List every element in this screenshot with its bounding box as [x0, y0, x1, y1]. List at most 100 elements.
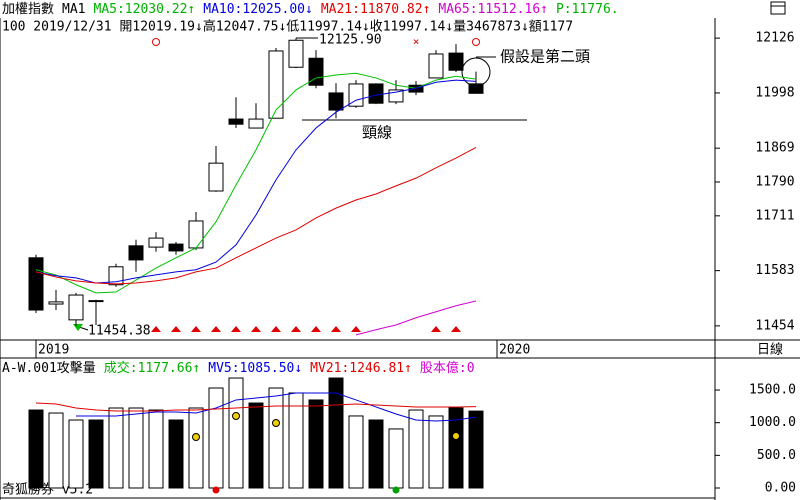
- signal-triangle: [171, 326, 181, 332]
- signal-circle: [152, 38, 160, 46]
- signal-triangle: [231, 326, 241, 332]
- signal-triangle: [291, 326, 301, 332]
- period-label: 2019: [38, 343, 69, 358]
- candle-body: [328, 92, 344, 111]
- header-item: MA21:11870.82↑: [321, 2, 431, 17]
- header-line2: 100 2019/12/31 開12019.19↓高12047.75↓低1199…: [2, 19, 573, 35]
- signal-triangle: [211, 326, 221, 332]
- signal-triangle: [431, 326, 441, 332]
- volume-bar: [28, 409, 44, 489]
- volume-bar: [388, 428, 404, 489]
- signal-triangle: [311, 326, 321, 332]
- volume-bar: [88, 419, 104, 489]
- ma-line: [35, 72, 477, 294]
- signal-triangle: [331, 326, 341, 332]
- header-item: MA1: [62, 2, 85, 17]
- signal-triangle: [351, 326, 361, 332]
- volume-bar: [108, 407, 124, 489]
- y-tick-label: 11711: [755, 208, 794, 223]
- signal-triangle: [151, 326, 161, 332]
- volume-bar: [408, 409, 424, 489]
- header-line1: 加權指數 MA1 MA5:12030.22↑ MA10:12025.00↓ MA21:1…: [2, 2, 619, 17]
- volume-header: A-W.001攻擊量 成交:1177.66↑ MV5:1085.50↓ MV21:12…: [2, 360, 475, 376]
- candle-body: [388, 89, 404, 103]
- volume-bar: [348, 415, 364, 489]
- low-marker: [73, 324, 83, 331]
- high-annotation: 12125.90: [319, 33, 382, 48]
- candle-body: [168, 243, 184, 252]
- candle-body: [448, 52, 464, 71]
- candle-body: [108, 266, 124, 286]
- window-icon[interactable]: [770, 1, 786, 15]
- volume-bar: [428, 415, 444, 489]
- signal-cross: ×: [413, 35, 420, 48]
- candle-body: [128, 245, 144, 261]
- callout: 假設是第二頭: [500, 48, 590, 66]
- candle-body: [208, 162, 224, 192]
- signal-dot: [452, 432, 460, 440]
- header-item: MA65:11512.16↑: [438, 2, 548, 17]
- y-tick-label: 500.0: [757, 448, 796, 463]
- y-tick-label: 11454: [755, 318, 794, 333]
- volume-bar: [448, 407, 464, 489]
- candle-body: [88, 300, 104, 303]
- candle-body: [368, 83, 384, 104]
- volume-bar: [148, 409, 164, 489]
- volume-bar: [168, 419, 184, 489]
- signal-dot: [272, 419, 280, 427]
- candle-body: [348, 83, 364, 107]
- header-item: MA5:12030.22↑: [94, 2, 196, 17]
- y-tick-label: 11998: [755, 85, 794, 100]
- header-item: A-W.001攻擊量: [2, 360, 96, 376]
- signal-triangle: [271, 326, 281, 332]
- candle-body: [288, 39, 304, 68]
- signal-dot: [192, 433, 200, 441]
- low-annotation: 11454.38: [88, 324, 151, 339]
- signal-dot: [232, 412, 240, 420]
- y-tick-label: 11583: [755, 263, 794, 278]
- candle-body: [148, 237, 164, 248]
- header-item: MV5:1085.50↓: [208, 361, 302, 376]
- y-tick-label: 11869: [755, 141, 794, 156]
- y-tick-label: 1000.0: [749, 415, 796, 430]
- header-item: P:11776.: [556, 2, 619, 17]
- timeframe: 日線: [757, 342, 783, 358]
- volume-bar: [128, 407, 144, 489]
- candle-body: [308, 57, 324, 86]
- signal-triangle: [191, 326, 201, 332]
- volume-bar: [228, 377, 244, 489]
- volume-bar: [288, 392, 304, 489]
- candle-body: [68, 294, 84, 321]
- header: 加權指數 MA1 MA5:12030.22↑ MA10:12025.00↓ MA21:1…: [2, 2, 619, 35]
- header-item: MA10:12025.00↓: [203, 2, 313, 17]
- header-item: 股本億:0: [420, 360, 475, 376]
- header-item: 加權指數: [2, 2, 54, 17]
- candle-body: [48, 301, 64, 305]
- candle-body: [28, 257, 44, 311]
- ma-line: [76, 392, 477, 422]
- period-label: 2020: [499, 343, 530, 358]
- signal-dot: [212, 486, 220, 494]
- y-tick-label: 11790: [755, 174, 794, 189]
- signal-dot: [392, 486, 400, 494]
- volume-bar: [48, 412, 64, 489]
- volume-bar: [68, 419, 84, 489]
- volume-bar: [468, 410, 484, 489]
- y-tick-label: 0.00: [765, 480, 796, 495]
- volume-bar: [248, 402, 264, 489]
- volume-bar: [208, 387, 224, 489]
- candle-body: [188, 220, 204, 249]
- candle-body: [248, 118, 264, 129]
- volume-bar: [188, 407, 204, 489]
- header-item: MV21:1246.81↑: [310, 361, 412, 376]
- volume-bar: [308, 399, 324, 489]
- volume-bar: [268, 387, 284, 489]
- ma-line: [35, 402, 477, 412]
- ma-line: [35, 146, 477, 285]
- candle-body: [428, 53, 444, 79]
- volume-bar: [368, 419, 384, 489]
- signal-triangle: [251, 326, 261, 332]
- neckline-label: 頸線: [362, 124, 392, 142]
- header-item: 成交:1177.66↑: [104, 360, 200, 376]
